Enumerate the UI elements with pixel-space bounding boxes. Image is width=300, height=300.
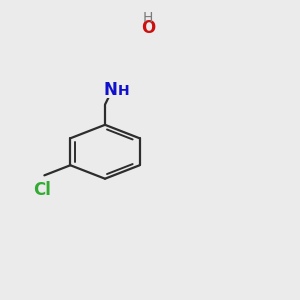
- Text: H: H: [118, 84, 130, 98]
- Text: H: H: [143, 11, 153, 26]
- Text: Cl: Cl: [33, 181, 51, 199]
- Text: N: N: [103, 81, 117, 99]
- Text: O: O: [141, 19, 155, 37]
